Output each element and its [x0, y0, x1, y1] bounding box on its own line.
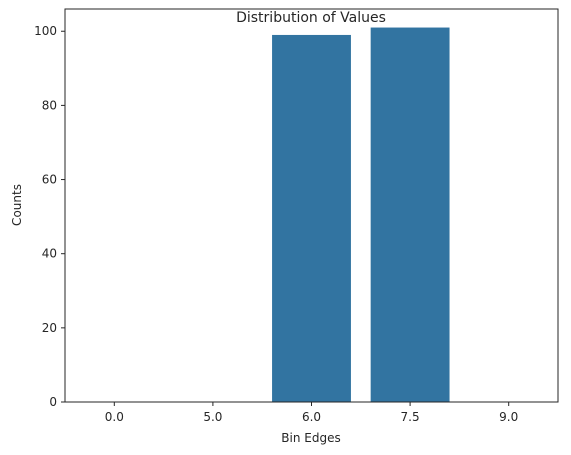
y-axis-label: Counts [10, 184, 24, 226]
x-tick-label: 0.0 [105, 410, 124, 424]
y-tick-label: 100 [34, 24, 57, 38]
y-axis-ticks: 0 20 40 60 80 100 [34, 24, 65, 409]
x-axis-ticks: 0.0 5.0 6.0 7.5 9.0 [105, 402, 518, 424]
bars-group [272, 27, 450, 402]
y-tick-label: 60 [42, 173, 57, 187]
bar-6.0 [272, 34, 351, 402]
x-tick-label: 5.0 [203, 410, 222, 424]
y-tick-label: 80 [42, 98, 57, 112]
bar-7.5 [370, 27, 450, 402]
x-tick-label: 7.5 [401, 410, 420, 424]
x-tick-label: 9.0 [499, 410, 518, 424]
chart-title: Distribution of Values [236, 10, 386, 26]
x-tick-label: 6.0 [302, 410, 321, 424]
y-tick-label: 0 [49, 395, 57, 409]
x-axis-label: Bin Edges [281, 431, 340, 445]
y-tick-label: 20 [42, 321, 57, 335]
y-tick-label: 40 [42, 247, 57, 261]
